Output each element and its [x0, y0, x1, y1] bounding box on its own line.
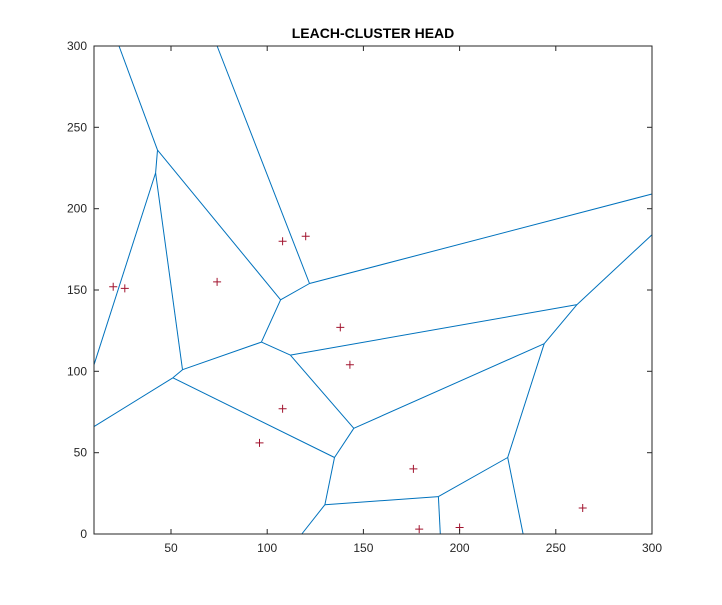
x-tick-label-3: 200	[450, 541, 470, 555]
voronoi-edge-18	[437, 496, 441, 535]
voronoi-edge-7	[260, 299, 282, 343]
y-tick-label-0: 0	[80, 527, 87, 541]
y-tick-label-1: 50	[74, 446, 88, 460]
plot-area	[94, 46, 652, 534]
cluster-head-point-4	[301, 232, 310, 241]
chart-title: LEACH-CLUSTER HEAD	[292, 25, 455, 41]
voronoi-edge-9	[172, 369, 183, 379]
voronoi-edge-8	[182, 341, 262, 371]
cluster-head-point-0	[109, 282, 118, 291]
y-tick-label-2: 100	[67, 364, 87, 378]
voronoi-edges	[93, 45, 653, 535]
voronoi-edge-0	[118, 45, 158, 151]
voronoi-edge-3	[155, 172, 183, 370]
voronoi-edge-26	[309, 193, 653, 284]
x-tick-label-4: 250	[546, 541, 566, 555]
cluster-head-points	[109, 232, 587, 534]
cluster-head-point-10	[415, 525, 424, 534]
y-tick-label-5: 250	[67, 120, 87, 134]
voronoi-edge-5	[216, 45, 310, 284]
y-tick-label-6: 300	[67, 39, 87, 53]
voronoi-edge-17	[324, 496, 439, 506]
x-tick-label-5: 300	[642, 541, 662, 555]
cluster-head-point-6	[345, 360, 354, 369]
y-tick-label-4: 200	[67, 202, 87, 216]
cluster-head-point-9	[409, 464, 418, 473]
voronoi-edge-23	[543, 304, 578, 345]
cluster-head-point-3	[278, 237, 287, 246]
voronoi-edge-15	[324, 457, 335, 505]
voronoi-edge-1	[155, 150, 158, 173]
voronoi-edge-22	[353, 343, 545, 429]
voronoi-edge-12	[261, 341, 291, 356]
axes-box	[93, 45, 653, 535]
cluster-head-point-12	[578, 504, 587, 512]
cluster-head-point-2	[213, 277, 222, 286]
voronoi-edge-21	[507, 343, 545, 458]
voronoi-edge-4	[157, 149, 281, 301]
cluster-head-point-7	[278, 404, 287, 413]
voronoi-edge-20	[507, 457, 524, 535]
cluster-head-point-8	[255, 438, 264, 447]
voronoi-edge-10	[93, 377, 174, 428]
x-tick-label-2: 150	[353, 541, 373, 555]
voronoi-edge-24	[290, 304, 578, 356]
voronoi-edge-13	[289, 354, 355, 429]
voronoi-edge-6	[280, 283, 310, 301]
tick-labels: 50 100 150 200 250 300 0 50 100 150 200 250 300	[67, 39, 662, 555]
cluster-head-point-1	[120, 284, 129, 293]
cluster-head-point-5	[336, 323, 345, 332]
voronoi-edge-16	[301, 504, 326, 535]
voronoi-edge-19	[438, 457, 508, 498]
y-tick-label-3: 150	[67, 283, 87, 297]
x-tick-label-1: 100	[257, 541, 277, 555]
voronoi-edge-2	[93, 172, 157, 365]
voronoi-edge-14	[334, 428, 355, 458]
x-tick-label-0: 50	[164, 541, 178, 555]
voronoi-edge-25	[576, 234, 653, 305]
voronoi-edge-11	[172, 377, 335, 458]
